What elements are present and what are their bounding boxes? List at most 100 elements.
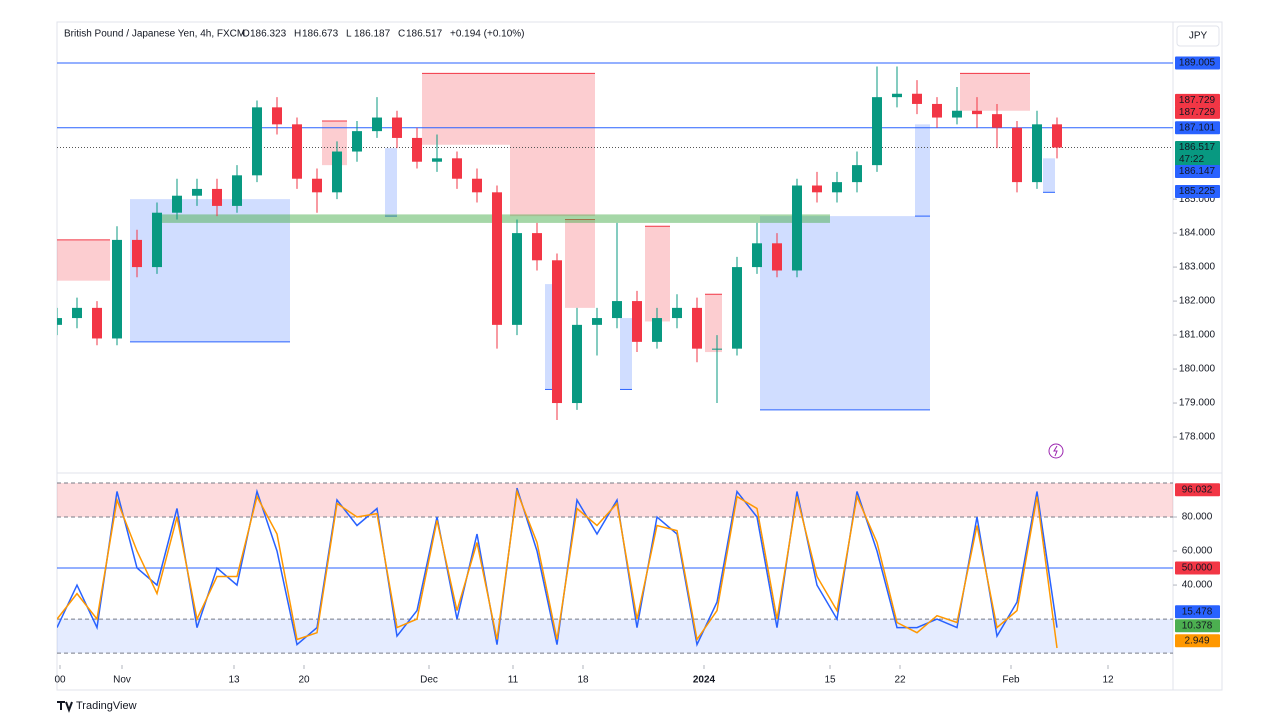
candle-body <box>952 110 962 118</box>
currency-button[interactable] <box>1176 25 1220 47</box>
osc-pane <box>57 482 1173 654</box>
candle-body <box>272 107 282 125</box>
candle-body <box>492 192 502 325</box>
candle-body <box>972 110 982 115</box>
candle-body <box>412 137 422 162</box>
value-tag <box>1175 619 1220 633</box>
price-tag-label: 187.729 <box>1179 95 1216 106</box>
y-tick-label: 184.000 <box>1179 228 1216 239</box>
price-tag-label: 189.005 <box>1179 58 1216 69</box>
y-tick-label: 185.000 <box>1179 194 1216 205</box>
x-tick-label: 11 <box>508 675 519 686</box>
candle-body <box>512 233 522 325</box>
candle-body <box>152 212 162 268</box>
frame <box>56 21 1223 691</box>
candle-body <box>732 267 742 349</box>
price-tag <box>1175 93 1220 107</box>
header-text: H <box>294 29 301 40</box>
candle-body <box>352 131 362 152</box>
candle-body <box>672 307 682 319</box>
candle-body <box>472 178 482 193</box>
candle-body <box>192 188 202 196</box>
candle-body <box>292 124 302 179</box>
candle-body <box>792 185 802 271</box>
y-tick-label: 183.000 <box>1179 262 1216 273</box>
candle-body <box>252 107 262 176</box>
candle-body <box>812 185 822 193</box>
x-tick-label: 15 <box>824 675 836 686</box>
supply-zones <box>422 73 510 145</box>
candle-body <box>872 97 882 166</box>
osc-line <box>57 487 1058 648</box>
supply-zones <box>510 73 595 217</box>
price-tag <box>1175 184 1220 198</box>
candle-body <box>632 301 642 342</box>
x-tick-label: 20 <box>298 675 310 686</box>
candle-body <box>332 151 342 193</box>
candle-body <box>552 260 562 404</box>
y-tick-label: 179.000 <box>1179 398 1216 409</box>
candle-body <box>932 103 942 118</box>
header-text: +0.194 (+0.10%) <box>450 29 525 40</box>
x-tick-label: 00 <box>54 675 66 686</box>
currency[interactable]: JPY <box>1189 31 1208 42</box>
candle-body <box>912 93 922 104</box>
y-tick-label: 180.000 <box>1179 364 1216 375</box>
y-tick-label: 181.000 <box>1179 330 1216 341</box>
price-tag-label: 186.517 <box>1179 142 1216 153</box>
header-text: O <box>242 29 250 40</box>
header-text: 186.187 <box>354 29 391 40</box>
price-pane <box>57 62 1173 421</box>
candle-body <box>172 195 182 213</box>
value-tag <box>1175 605 1220 619</box>
demand-zones <box>1043 158 1055 193</box>
price-tag <box>1175 121 1220 135</box>
candle-body <box>92 307 102 339</box>
price-tag <box>1175 105 1220 119</box>
value-tag <box>1175 561 1220 575</box>
candle-body <box>992 114 1002 128</box>
y-tick-label: 80.000 <box>1182 512 1213 523</box>
y-tick-label: 60.000 <box>1182 546 1213 557</box>
candle-body <box>752 243 762 268</box>
candle-body <box>392 117 402 138</box>
value-tag-label: 50.000 <box>1182 563 1213 574</box>
candle-body <box>612 301 622 319</box>
value-tag <box>1175 483 1220 497</box>
alert-bolt <box>1053 445 1058 457</box>
alert-icon[interactable] <box>1048 443 1064 459</box>
header-text: 186.323 <box>250 29 287 40</box>
x-tick-label: 18 <box>577 675 589 686</box>
candle-body <box>312 178 322 193</box>
supply-zones <box>705 294 722 353</box>
candle-body <box>72 307 82 319</box>
y-tick-label: 182.000 <box>1179 296 1216 307</box>
demand-zones <box>385 148 397 217</box>
candle-body <box>372 117 382 132</box>
value-tag-label: 10.378 <box>1182 620 1213 631</box>
candle-body <box>692 307 702 349</box>
price-tag-label: 187.101 <box>1179 122 1216 133</box>
candle-body <box>772 243 782 271</box>
candle-body <box>57 318 62 325</box>
supply-zones <box>960 73 1030 111</box>
price-tag-label: 186.147 <box>1179 166 1216 177</box>
price-tag <box>1175 165 1220 179</box>
candle-body <box>1012 127 1022 183</box>
candle-body <box>832 182 842 193</box>
candle-body <box>232 175 242 206</box>
x-tick-label: 22 <box>894 675 906 686</box>
demand-zones <box>915 124 930 217</box>
value-tag-label: 2.949 <box>1184 635 1209 646</box>
y-tick-label: 40.000 <box>1182 580 1213 591</box>
supply-zones <box>645 226 670 322</box>
header-text: C <box>398 29 405 40</box>
header-text: 186.673 <box>302 29 339 40</box>
y-tick-label: 178.000 <box>1179 432 1216 443</box>
oversold-band <box>57 619 1173 654</box>
header-text: 186.517 <box>406 29 443 40</box>
candle-body <box>712 348 722 350</box>
x-tick-label: 12 <box>1102 675 1114 686</box>
x-tick-label: Feb <box>1002 675 1020 686</box>
